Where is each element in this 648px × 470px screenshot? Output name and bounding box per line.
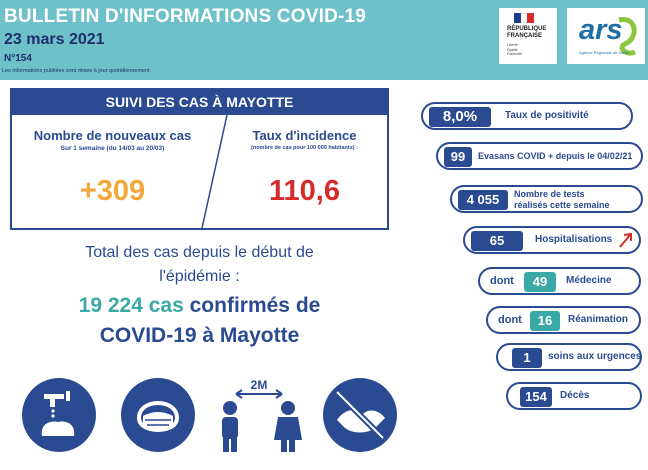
- rf-name: RÉPUBLIQUE FRANÇAISE: [507, 26, 547, 39]
- bulletin-note: Les informations publiées sont mises à j…: [2, 68, 150, 74]
- bulletin-number: N°154: [4, 53, 32, 64]
- incidence-value: 110,6: [269, 175, 340, 207]
- reanimation-prefix: dont: [498, 314, 522, 326]
- tests-value: 4 055: [458, 190, 508, 210]
- positivity-value: 8,0%: [429, 107, 491, 127]
- total-line-1: Total des cas depuis le début de: [85, 244, 314, 261]
- suivi-cas-panel: SUIVI DES CAS À MAYOTTE Nombre de nouvea…: [10, 88, 389, 230]
- deces-label: Décès: [560, 390, 590, 401]
- new-cases-title: Nombre de nouveaux cas: [33, 128, 192, 143]
- new-cases-period: Sur 1 semaine (du 14/03 au 20/03): [60, 145, 165, 152]
- indicator-reanimation: dont 16 Réanimation: [486, 306, 641, 334]
- indicator-evasans: 99 Evasans COVID + depuis le 04/02/21: [436, 142, 643, 170]
- republique-francaise-logo: RÉPUBLIQUE FRANÇAISE Liberté Égalité Fra…: [499, 8, 557, 64]
- indicator-deces: 154 Décès: [506, 382, 642, 410]
- panel-divider: [201, 115, 228, 228]
- social-distance-icon: 2M: [214, 378, 304, 454]
- distance-label: 2M: [247, 378, 271, 392]
- total-line-3: 19 224 cas confirmés de: [78, 294, 321, 317]
- medecine-value: 49: [524, 272, 556, 292]
- bulletin-date: 23 mars 2021: [4, 31, 105, 48]
- header-banner: BULLETIN D'INFORMATIONS COVID-19 23 mars…: [0, 0, 648, 80]
- indicator-medecine: dont 49 Médecine: [478, 267, 641, 295]
- indicator-hospitalisations: 65 Hospitalisations: [463, 226, 641, 254]
- tests-label: Nombre de tests réalisés cette semaine: [514, 189, 610, 210]
- ars-swoosh-icon: [618, 17, 637, 56]
- suivi-title: SUIVI DES CAS À MAYOTTE: [12, 90, 387, 115]
- medecine-prefix: dont: [490, 275, 514, 287]
- deces-value: 154: [520, 387, 552, 407]
- hospitalisations-value: 65: [471, 231, 523, 251]
- positivity-label: Taux de positivité: [505, 110, 589, 121]
- urgences-label: soins aux urgences: [548, 351, 642, 362]
- ars-subtitle: Agence Régionale de Santé: [579, 50, 629, 55]
- total-line-2: l'épidémie :: [159, 268, 240, 285]
- indicator-urgences: 1 soins aux urgences: [496, 343, 642, 371]
- ars-wordmark: ars: [579, 14, 623, 46]
- evasans-label: Evasans COVID + depuis le 04/02/21: [478, 151, 633, 161]
- rf-motto: Liberté Égalité Fraternité: [507, 43, 522, 56]
- indicator-positivity: 8,0% Taux de positivité: [421, 102, 633, 130]
- total-cases-count: 19 224 cas: [78, 294, 184, 317]
- evasans-value: 99: [444, 147, 472, 167]
- hand-washing-icon: [22, 378, 96, 452]
- bulletin-title: BULLETIN D'INFORMATIONS COVID-19: [4, 6, 367, 27]
- reanimation-label: Réanimation: [568, 314, 629, 325]
- reanimation-value: 16: [530, 311, 560, 331]
- new-cases-value: +309: [79, 175, 146, 207]
- incidence-title: Taux d'incidence: [252, 128, 357, 143]
- french-flag-icon: [514, 13, 535, 23]
- hospitalisations-label: Hospitalisations: [535, 234, 613, 245]
- trend-up-icon: [619, 232, 632, 248]
- total-line-4: COVID-19 à Mayotte: [99, 324, 300, 347]
- medecine-label: Médecine: [566, 275, 612, 286]
- indicator-tests: 4 055 Nombre de tests réalisés cette sem…: [450, 185, 643, 213]
- ars-logo: ars Agence Régionale de Santé: [567, 8, 645, 64]
- mask-icon: [121, 378, 195, 452]
- incidence-subtitle: (nombre de cas pour 100 000 habitants) :: [251, 145, 358, 151]
- no-handshake-icon: [323, 378, 397, 452]
- urgences-value: 1: [512, 348, 542, 368]
